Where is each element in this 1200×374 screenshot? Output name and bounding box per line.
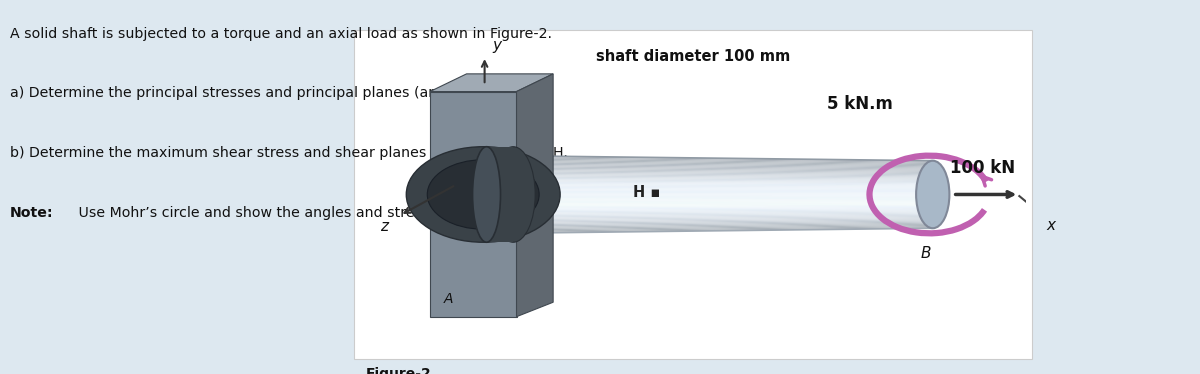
Polygon shape [484, 191, 932, 192]
Text: 5 kN.m: 5 kN.m [827, 95, 893, 113]
Polygon shape [484, 224, 932, 230]
Polygon shape [484, 225, 932, 231]
Polygon shape [484, 189, 932, 191]
Text: Note:: Note: [10, 206, 53, 220]
Polygon shape [516, 74, 553, 317]
Polygon shape [484, 183, 932, 186]
Polygon shape [484, 194, 932, 196]
Polygon shape [484, 186, 932, 188]
Text: z: z [380, 218, 388, 234]
Polygon shape [484, 188, 932, 190]
Text: x: x [1046, 218, 1055, 233]
Polygon shape [484, 214, 932, 218]
Polygon shape [484, 211, 932, 215]
Ellipse shape [427, 160, 539, 229]
Polygon shape [430, 92, 516, 317]
Text: shaft diameter 100 mm: shaft diameter 100 mm [596, 49, 790, 64]
Polygon shape [484, 199, 932, 201]
Polygon shape [484, 215, 932, 219]
Polygon shape [484, 216, 932, 221]
Ellipse shape [916, 161, 949, 228]
Polygon shape [484, 196, 932, 197]
Polygon shape [484, 165, 932, 170]
Polygon shape [484, 170, 932, 174]
Text: Use Mohr’s circle and show the angles and stresses on elements.: Use Mohr’s circle and show the angles an… [74, 206, 544, 220]
Polygon shape [484, 220, 932, 226]
Polygon shape [484, 226, 932, 232]
Polygon shape [484, 205, 932, 208]
Polygon shape [484, 172, 932, 177]
Polygon shape [484, 218, 932, 223]
Polygon shape [484, 167, 932, 172]
Polygon shape [484, 209, 932, 213]
Polygon shape [484, 180, 932, 183]
Polygon shape [484, 184, 932, 187]
Polygon shape [484, 176, 932, 180]
Text: B: B [920, 246, 931, 261]
Text: y: y [493, 38, 502, 53]
Polygon shape [484, 166, 932, 171]
Polygon shape [484, 159, 932, 165]
Text: A solid shaft is subjected to a torque and an axial load as shown in Figure-2.: A solid shaft is subjected to a torque a… [10, 27, 552, 41]
Polygon shape [484, 223, 932, 229]
Text: b) Determine the maximum shear stress and shear planes (angles) at point H.: b) Determine the maximum shear stress an… [10, 146, 568, 160]
Ellipse shape [473, 147, 500, 242]
Polygon shape [484, 208, 932, 211]
Polygon shape [484, 200, 932, 202]
Text: a) Determine the principal stresses and principal planes (angles) at point H.: a) Determine the principal stresses and … [10, 86, 551, 101]
Polygon shape [484, 192, 932, 193]
Polygon shape [484, 198, 932, 200]
Polygon shape [484, 206, 932, 209]
FancyBboxPatch shape [354, 30, 1032, 359]
Polygon shape [484, 203, 932, 206]
Polygon shape [484, 197, 932, 198]
Text: H ▪: H ▪ [634, 186, 660, 200]
Polygon shape [484, 156, 932, 162]
Polygon shape [486, 147, 514, 242]
Polygon shape [484, 162, 932, 168]
Polygon shape [484, 207, 932, 210]
Polygon shape [484, 221, 932, 227]
Polygon shape [484, 160, 932, 166]
Polygon shape [484, 168, 932, 173]
Polygon shape [484, 212, 932, 217]
Polygon shape [484, 158, 932, 164]
Ellipse shape [491, 147, 535, 242]
Polygon shape [484, 210, 932, 214]
Text: A: A [444, 292, 454, 306]
Polygon shape [484, 193, 932, 194]
Text: Figure-2: Figure-2 [366, 367, 432, 374]
Ellipse shape [407, 147, 560, 242]
Polygon shape [484, 178, 932, 181]
Text: 100 kN: 100 kN [950, 159, 1015, 177]
Polygon shape [484, 217, 932, 222]
Polygon shape [484, 163, 932, 169]
Polygon shape [484, 201, 932, 203]
Polygon shape [484, 219, 932, 224]
Polygon shape [484, 179, 932, 182]
Polygon shape [484, 227, 932, 233]
Polygon shape [484, 187, 932, 189]
Polygon shape [484, 171, 932, 175]
Polygon shape [484, 174, 932, 178]
Polygon shape [484, 181, 932, 184]
Polygon shape [430, 74, 553, 92]
Polygon shape [484, 202, 932, 205]
Polygon shape [484, 175, 932, 179]
Polygon shape [484, 157, 932, 163]
